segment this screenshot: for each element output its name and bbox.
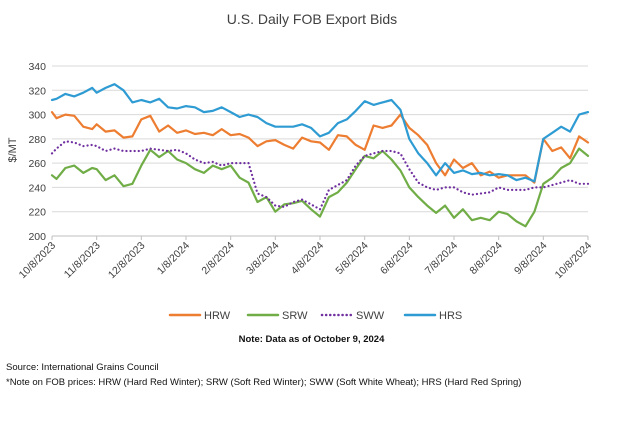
y-tick-labels: 200 220 240 260 280 300 320 340 — [28, 61, 46, 243]
legend-label-srw: SRW — [282, 310, 308, 322]
y-tick-label: 280 — [28, 134, 46, 146]
x-tick-label: 8/8/2024 — [467, 240, 504, 277]
x-tick-label: 11/8/2023 — [62, 240, 103, 281]
x-tick-label: 3/8/2024 — [244, 240, 281, 277]
x-tick-label: 10/8/2024 — [553, 240, 595, 282]
y-tick-label: 220 — [28, 207, 46, 219]
y-tick-label: 300 — [28, 110, 46, 122]
series-line-sww — [50, 140, 590, 211]
footnote-text: *Note on FOB prices: HRW (Hard Red Winte… — [6, 377, 522, 388]
series-line-hrs — [50, 83, 590, 183]
data-date-note: Note: Data as of October 9, 2024 — [238, 334, 385, 345]
x-tick-label: 12/8/2023 — [106, 240, 148, 282]
x-tick-label: 4/8/2024 — [289, 240, 326, 277]
chart-title: U.S. Daily FOB Export Bids — [227, 11, 397, 27]
series-line-srw — [50, 147, 590, 228]
x-tick-label: 9/8/2024 — [512, 240, 549, 277]
gridlines — [51, 65, 589, 240]
x-tick-label: 5/8/2024 — [333, 240, 370, 277]
legend-label-hrs: HRS — [439, 310, 462, 322]
y-axis-label: $/MT — [7, 137, 19, 162]
x-tick-labels: 10/8/2023 11/8/2023 12/8/2023 1/8/2024 2/8/2… — [17, 240, 595, 282]
x-tick-label: 2/8/2024 — [199, 240, 236, 277]
y-tick-label: 340 — [28, 61, 46, 73]
y-tick-label: 320 — [28, 85, 46, 97]
series-lines — [50, 83, 590, 228]
legend-label-sww: SWW — [356, 310, 385, 322]
series-line-hrw — [50, 111, 590, 184]
y-tick-label: 200 — [28, 231, 46, 243]
x-tick-label: 10/8/2023 — [17, 240, 59, 282]
y-tick-label: 240 — [28, 182, 46, 194]
legend: HRW SRW SWW HRS — [168, 310, 462, 322]
x-tick-label: 7/8/2024 — [423, 240, 460, 277]
source-text: Source: International Grains Council — [6, 362, 159, 373]
legend-label-hrw: HRW — [204, 310, 231, 322]
y-tick-label: 260 — [28, 158, 46, 170]
x-tick-label: 6/8/2024 — [378, 240, 415, 277]
x-tick-label: 1/8/2024 — [155, 240, 192, 277]
